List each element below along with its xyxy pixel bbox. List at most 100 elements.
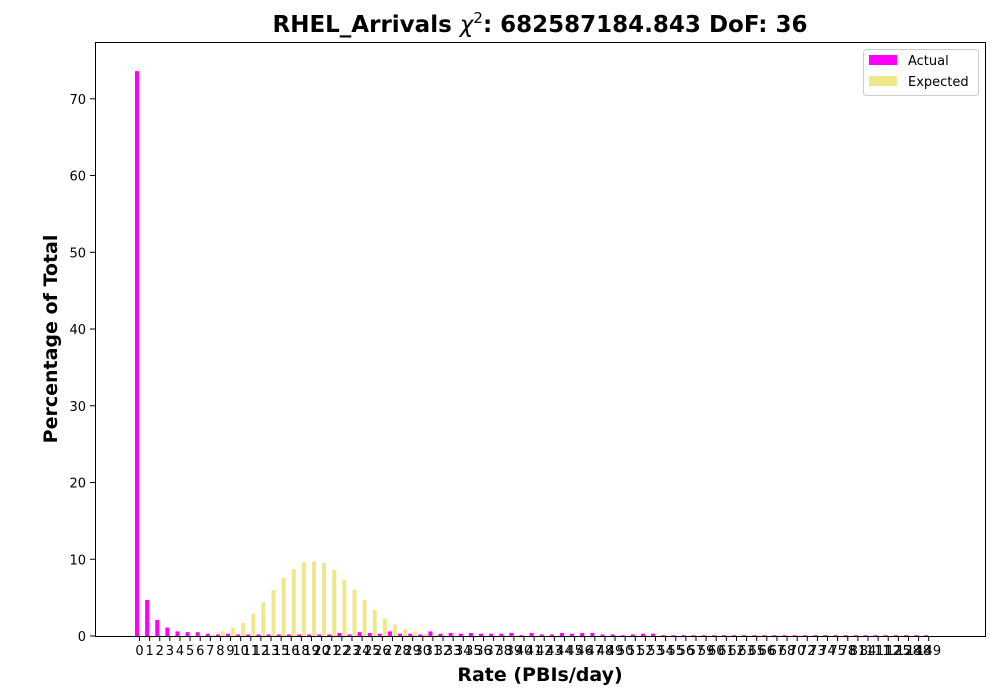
x-tick-label: 35 bbox=[465, 644, 482, 659]
bar-actual-63 bbox=[742, 635, 747, 636]
x-tick-label: 60 bbox=[708, 644, 725, 659]
chart-title: RHEL_Arrivals χ2: 682587184.843 DoF: 36 bbox=[272, 9, 807, 38]
bar-actual-128 bbox=[903, 635, 908, 636]
x-tick-label: 63 bbox=[738, 644, 755, 659]
bar-actual-59 bbox=[701, 635, 706, 636]
x-tick-label: 52 bbox=[637, 644, 654, 659]
x-tick-label: 8 bbox=[216, 644, 224, 659]
bar-actual-84 bbox=[863, 635, 868, 636]
x-tick-label: 65 bbox=[748, 644, 765, 659]
x-tick-label: 9 bbox=[226, 644, 234, 659]
legend-label-expected: Expected bbox=[908, 75, 969, 90]
plot-frame bbox=[95, 42, 986, 637]
x-tick-label: 33 bbox=[445, 644, 462, 659]
x-tick-label: 59 bbox=[698, 644, 715, 659]
bar-actual-0 bbox=[135, 71, 139, 636]
bar-actual-148 bbox=[914, 635, 919, 636]
bar-actual-66 bbox=[762, 635, 767, 636]
bar-actual-67 bbox=[772, 635, 777, 636]
bar-actual-47 bbox=[590, 632, 595, 636]
x-tick-label: 42 bbox=[536, 644, 553, 659]
bar-actual-42 bbox=[539, 634, 544, 636]
y-axis-label: Percentage of Total bbox=[40, 235, 62, 444]
bar-actual-125 bbox=[893, 635, 898, 636]
bar-actual-55 bbox=[671, 635, 676, 636]
y-tick-label: 30 bbox=[69, 400, 86, 415]
bar-actual-44 bbox=[559, 632, 564, 636]
x-tick-label: 55 bbox=[667, 644, 684, 659]
bar-expected-12 bbox=[261, 602, 266, 636]
bar-expected-30 bbox=[423, 633, 428, 636]
x-tick-label: 30 bbox=[415, 644, 432, 659]
x-tick-label: 46 bbox=[576, 644, 593, 659]
x-tick-label: 66 bbox=[759, 644, 776, 659]
bar-actual-1 bbox=[145, 599, 150, 636]
bar-actual-16 bbox=[286, 634, 291, 636]
bar-actual-45 bbox=[570, 633, 575, 636]
x-tick-label: 78 bbox=[839, 644, 856, 659]
bar-actual-39 bbox=[509, 632, 514, 636]
x-tick-label: 84 bbox=[860, 644, 877, 659]
x-tick-label: 149 bbox=[916, 644, 941, 659]
x-tick-label: 47 bbox=[587, 644, 604, 659]
bar-actual-3 bbox=[165, 627, 170, 636]
bar-actual-52 bbox=[640, 633, 645, 636]
bar-actual-25 bbox=[367, 632, 372, 636]
bar-expected-8 bbox=[220, 631, 225, 636]
bar-actual-36 bbox=[479, 633, 484, 636]
x-tick-label: 15 bbox=[273, 644, 290, 659]
x-tick-label: 125 bbox=[886, 644, 911, 659]
bar-actual-74 bbox=[823, 635, 828, 636]
x-tick-label: 20 bbox=[313, 644, 330, 659]
x-tick-label: 31 bbox=[425, 644, 442, 659]
x-tick-label: 62 bbox=[728, 644, 745, 659]
x-tick-label: 56 bbox=[678, 644, 695, 659]
bar-actual-56 bbox=[681, 635, 686, 636]
x-tick-label: 16 bbox=[283, 644, 300, 659]
y-tick-label: 60 bbox=[69, 170, 86, 185]
bar-actual-38 bbox=[499, 633, 504, 636]
x-tick-label: 41 bbox=[526, 644, 543, 659]
x-tick-label: 70 bbox=[789, 644, 806, 659]
x-tick-label: 61 bbox=[718, 644, 735, 659]
bar-expected-7 bbox=[210, 634, 215, 636]
bar-actual-20 bbox=[317, 634, 322, 636]
bar-actual-60 bbox=[711, 635, 716, 636]
x-tick-label: 40 bbox=[516, 644, 533, 659]
x-tick-label: 54 bbox=[657, 644, 674, 659]
bar-actual-7 bbox=[205, 633, 210, 636]
x-tick-label: 67 bbox=[769, 644, 786, 659]
bar-actual-40 bbox=[519, 635, 524, 636]
bar-expected-18 bbox=[301, 562, 306, 636]
bar-actual-51 bbox=[630, 634, 635, 636]
x-axis-ticks: 0 1 2 3 4 5 6 7 8 9101112131516181920212223242526… bbox=[135, 636, 941, 659]
bar-actual-8 bbox=[215, 634, 220, 636]
x-tick-label: 0 bbox=[135, 644, 143, 659]
x-tick-label: 29 bbox=[404, 644, 421, 659]
x-tick-label: 25 bbox=[364, 644, 381, 659]
x-tick-label: 23 bbox=[344, 644, 361, 659]
bars-layer bbox=[135, 71, 929, 636]
bar-actual-5 bbox=[185, 632, 190, 636]
x-tick-label: 6 bbox=[196, 644, 204, 659]
bar-actual-18 bbox=[296, 634, 301, 636]
x-tick-label: 5 bbox=[186, 644, 194, 659]
bar-actual-21 bbox=[327, 634, 332, 636]
y-tick-label: 70 bbox=[69, 93, 86, 108]
bar-actual-149 bbox=[924, 635, 929, 636]
bar-actual-111 bbox=[873, 635, 878, 636]
bar-actual-46 bbox=[580, 632, 585, 636]
bar-actual-54 bbox=[661, 635, 666, 636]
bar-actual-30 bbox=[418, 634, 423, 636]
bar-expected-21 bbox=[332, 570, 337, 636]
bar-expected-10 bbox=[241, 622, 246, 636]
y-tick-label: 50 bbox=[69, 246, 86, 261]
bar-actual-2 bbox=[155, 619, 160, 636]
x-tick-label: 32 bbox=[435, 644, 452, 659]
bar-actual-26 bbox=[377, 633, 382, 636]
x-tick-label: 72 bbox=[799, 644, 816, 659]
legend: Actual Expected bbox=[863, 49, 979, 96]
bar-actual-78 bbox=[843, 635, 848, 636]
bar-expected-23 bbox=[352, 589, 357, 636]
